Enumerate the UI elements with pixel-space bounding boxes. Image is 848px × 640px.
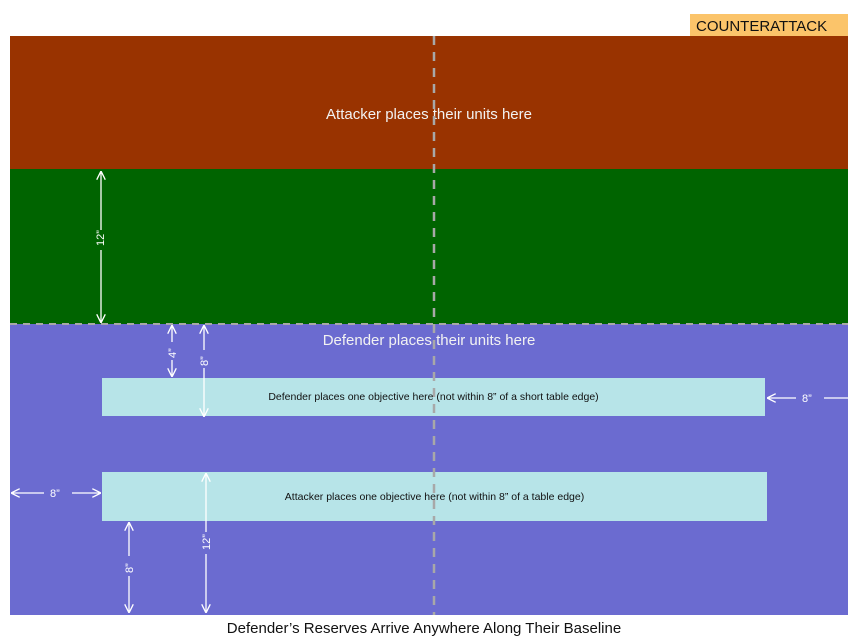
attacker-deployment-zone — [10, 36, 848, 169]
defender-objective-side-measure: 8” — [802, 393, 812, 405]
reserves-caption: Defender’s Reserves Arrive Anywhere Alon… — [226, 620, 622, 637]
attacker-objective-bottom-measure: 8” — [124, 563, 136, 573]
defender-zone-label: Defender places their units here — [322, 332, 536, 349]
no-mans-land-zone — [10, 169, 848, 324]
attacker-objective-label: Attacker places one objective here (not … — [284, 490, 585, 503]
defender-gap-measure: 4” — [167, 348, 179, 358]
defender-deployment-zone — [10, 324, 848, 615]
defender-objective-depth-measure: 8” — [199, 356, 211, 366]
attacker-zone-label: Attacker places their units here — [326, 106, 532, 123]
no-mans-land-measure: 12” — [95, 230, 107, 246]
attacker-objective-depth-measure: 12” — [201, 534, 213, 550]
attacker-objective-zone: Attacker places one objective here (not … — [102, 472, 767, 521]
attacker-objective-side-measure: 8” — [50, 488, 60, 500]
mission-title-badge: COUNTERATTACK — [690, 14, 848, 40]
